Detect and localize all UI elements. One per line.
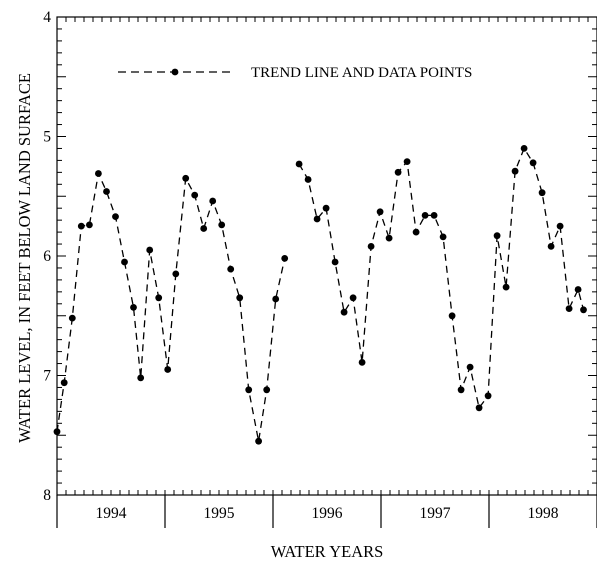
- data-point: [385, 234, 393, 242]
- data-point: [272, 295, 280, 303]
- y-tick-label: 7: [43, 368, 51, 385]
- data-point: [520, 145, 528, 152]
- data-point: [60, 379, 68, 387]
- legend-marker: [171, 68, 179, 76]
- data-point: [209, 197, 217, 205]
- data-point: [313, 215, 321, 223]
- data-point: [403, 158, 411, 166]
- data-point: [77, 222, 85, 230]
- data-point: [376, 208, 384, 216]
- data-point: [340, 308, 348, 316]
- x-tick-label: 1995: [204, 505, 235, 522]
- data-point: [236, 294, 244, 302]
- data-point: [255, 437, 262, 445]
- data-point: [95, 170, 102, 177]
- data-point: [394, 168, 402, 176]
- data-point: [164, 366, 172, 373]
- data-point: [556, 222, 564, 230]
- data-point: [295, 160, 303, 168]
- x-tick-label: 1997: [420, 505, 451, 522]
- data-point: [331, 258, 339, 266]
- y-tick-label: 8: [43, 487, 51, 504]
- data-point: [412, 228, 420, 236]
- x-axis-label: WATER YEARS: [271, 542, 384, 561]
- data-point: [86, 221, 93, 229]
- x-tick-label: 1998: [528, 505, 559, 522]
- data-point: [421, 212, 429, 219]
- data-point: [574, 286, 582, 293]
- data-point: [511, 167, 519, 175]
- data-point: [218, 221, 226, 229]
- data-point: [367, 243, 375, 250]
- data-point: [155, 294, 163, 302]
- data-point: [281, 255, 289, 262]
- y-axis-label: WATER LEVEL, IN FEET BELOW LAND SURFACE: [15, 73, 34, 443]
- data-point: [130, 304, 137, 311]
- data-point: [112, 213, 119, 221]
- data-point: [493, 232, 501, 240]
- data-point: [191, 191, 199, 199]
- data-point: [146, 246, 154, 254]
- data-point: [529, 159, 537, 167]
- data-point: [263, 386, 271, 394]
- plot-frame: [56, 16, 597, 496]
- data-point: [538, 189, 546, 197]
- data-point: [322, 204, 330, 212]
- legend: TREND LINE AND DATA POINTS: [118, 65, 472, 81]
- data-point: [457, 386, 465, 394]
- data-point: [68, 314, 76, 322]
- data-point: [304, 176, 312, 183]
- data-point: [547, 243, 555, 250]
- y-tick-labels: 4 5 6 7 8: [43, 9, 51, 504]
- data-point: [448, 312, 456, 320]
- data-point: [580, 306, 587, 314]
- data-point: [430, 212, 438, 219]
- data-point: [182, 174, 190, 182]
- y-tick-label: 6: [43, 248, 51, 265]
- data-point: [227, 265, 235, 273]
- x-tick-label: 1996: [312, 505, 343, 522]
- data-point: [245, 386, 253, 394]
- data-point: [137, 374, 145, 382]
- legend-label: TREND LINE AND DATA POINTS: [251, 65, 472, 81]
- data-point: [172, 270, 180, 278]
- y-tick-label: 5: [43, 129, 51, 146]
- data-point: [439, 233, 447, 241]
- data-point: [200, 225, 208, 232]
- data-point: [349, 294, 357, 302]
- data-point: [502, 283, 510, 291]
- data-point: [358, 359, 366, 366]
- series-line: [56, 171, 286, 442]
- x-tick-label: 1994: [96, 505, 127, 522]
- tick-marks: [56, 16, 597, 496]
- data-point: [466, 363, 474, 371]
- data-point: [103, 188, 110, 195]
- y-tick-label: 4: [43, 9, 51, 26]
- trend-series: [53, 145, 587, 445]
- data-point: [121, 258, 128, 266]
- data-point: [565, 305, 573, 312]
- x-year-labels: 1994 1995 1996 1997 1998: [96, 505, 559, 522]
- data-point: [484, 392, 492, 400]
- data-point: [475, 404, 483, 412]
- series-line: [298, 146, 585, 410]
- year-dividers: [56, 495, 597, 528]
